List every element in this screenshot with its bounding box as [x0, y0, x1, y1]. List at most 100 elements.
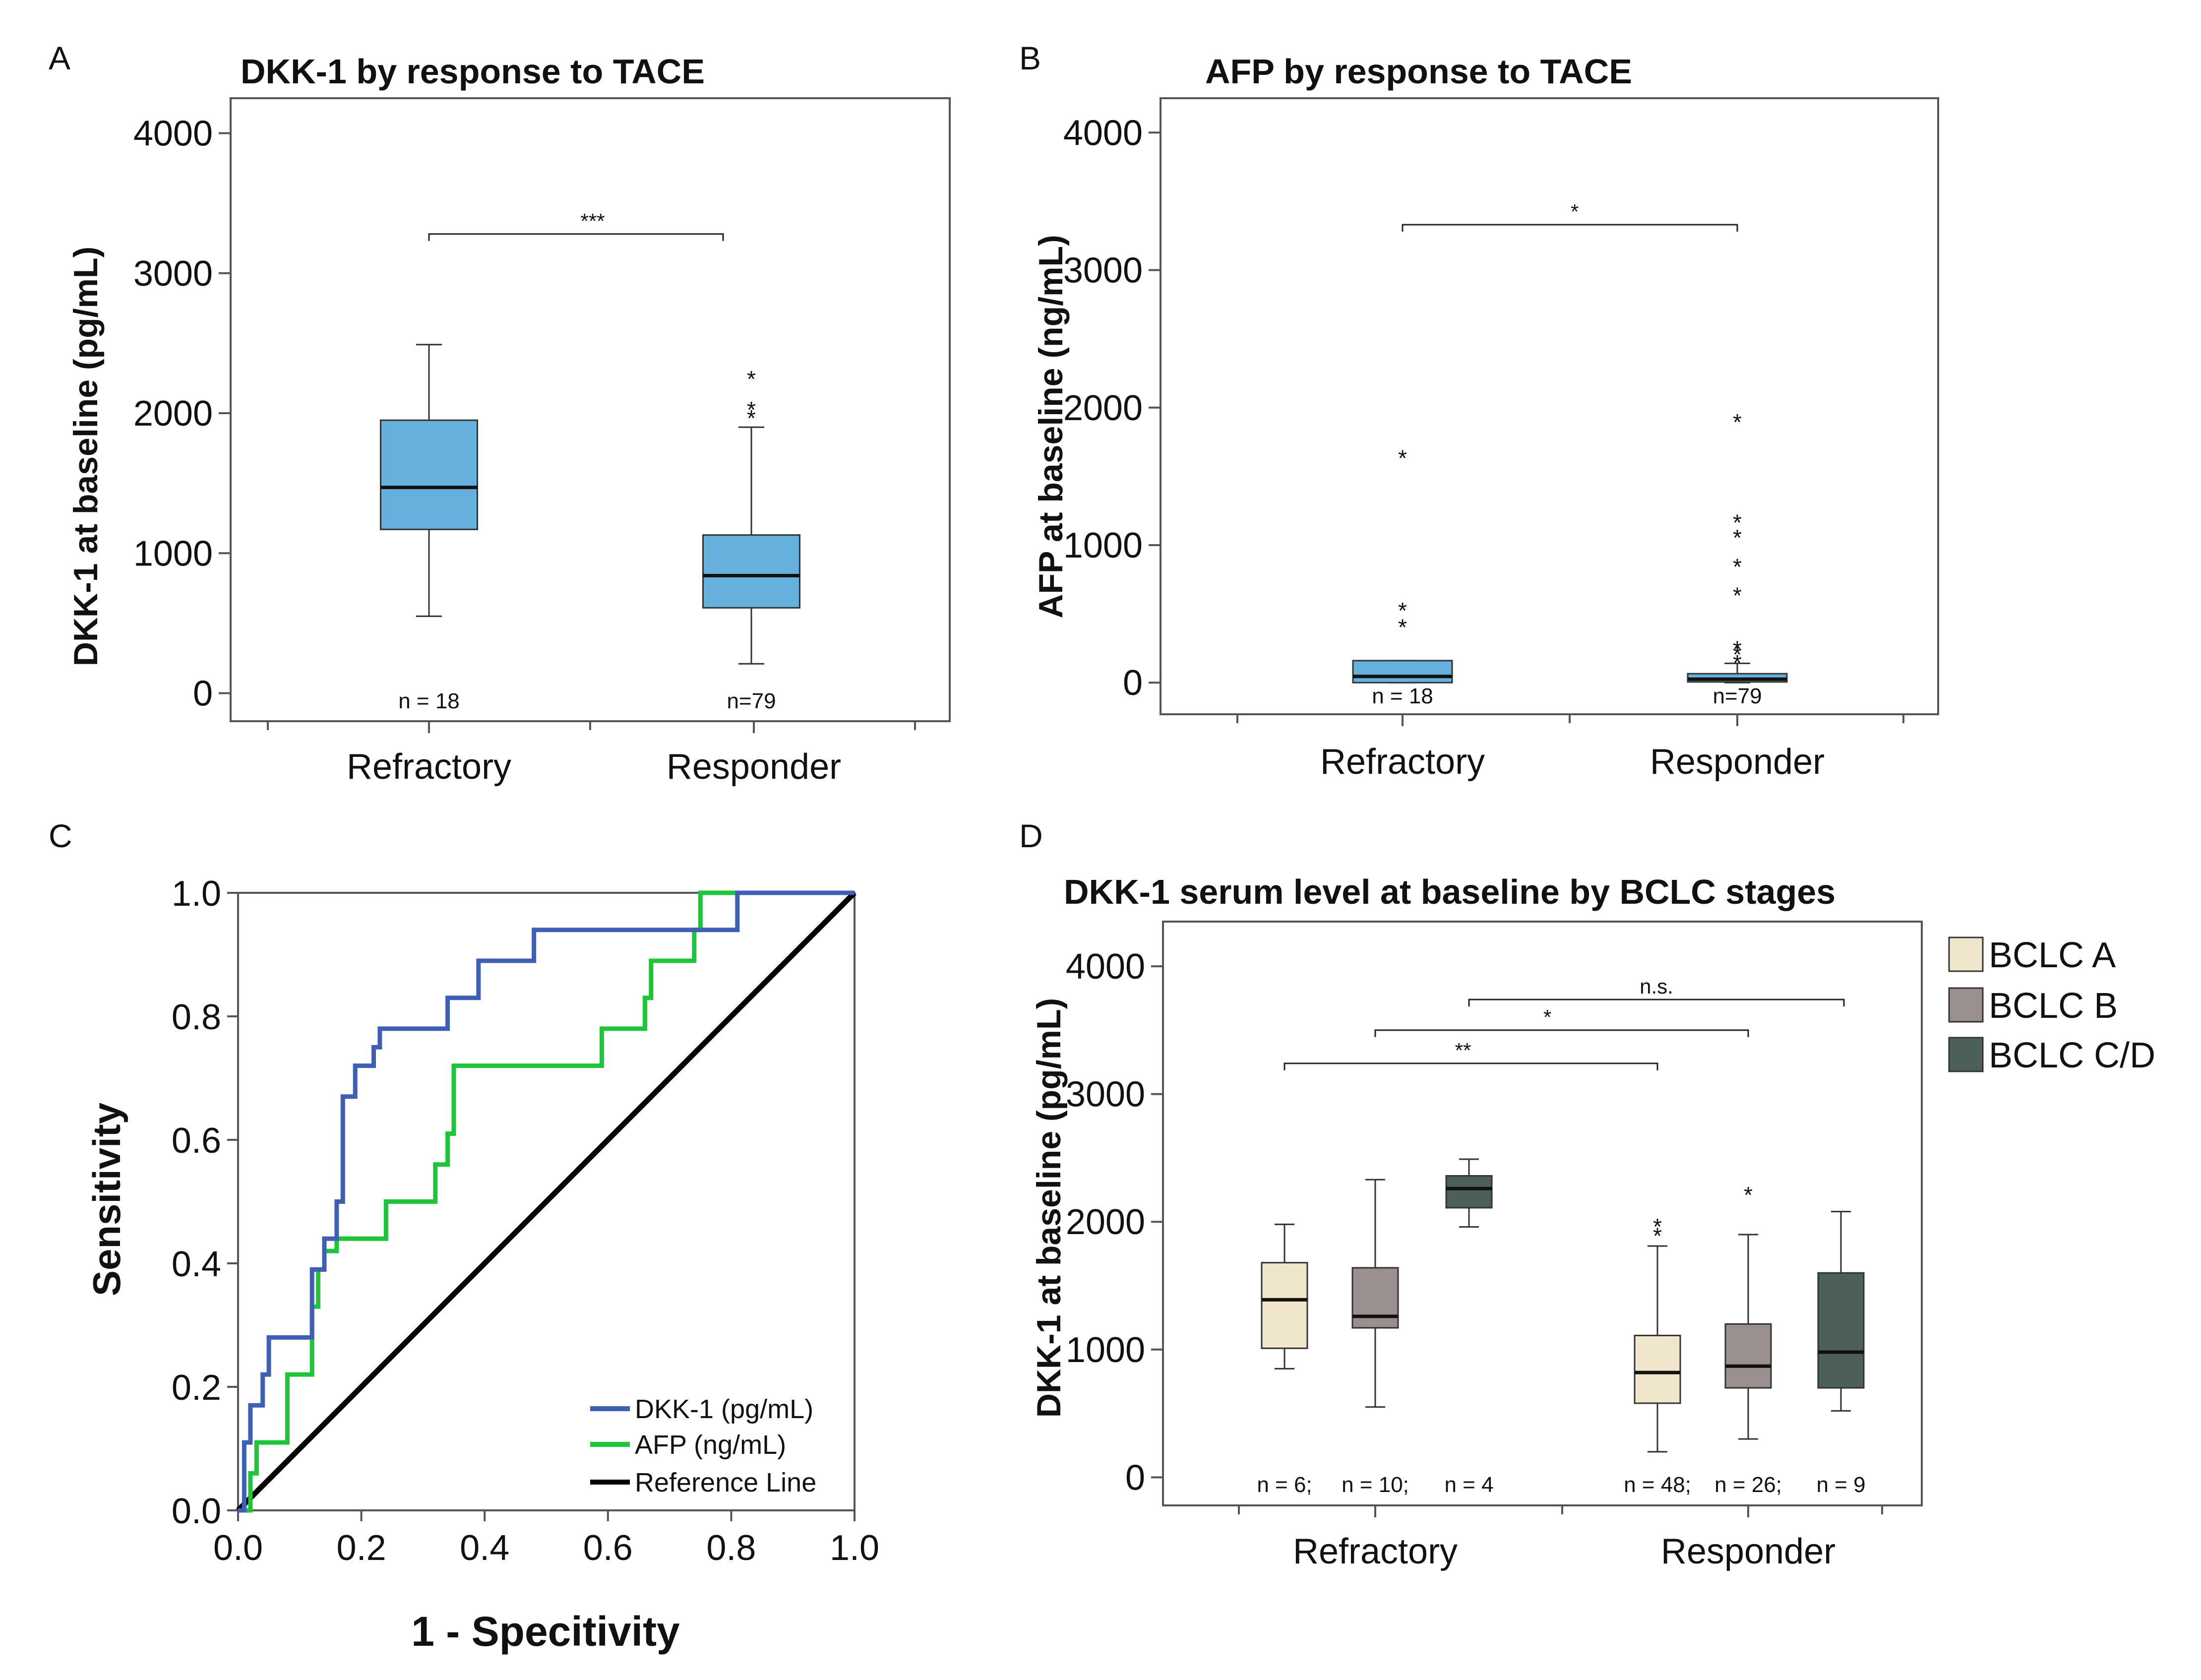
y-tick-label: 0.4	[172, 1244, 221, 1284]
significance-label: *	[1571, 200, 1579, 223]
x-tick-label: 0.6	[583, 1528, 633, 1568]
panel-d-boxes: n = 6; n = 10; n = 4**n = 48;*n = 26; n = 9	[1257, 1158, 1866, 1497]
significance-label: *	[1543, 1005, 1551, 1029]
panel-d-title: DKK-1 serum level at baseline by BCLC st…	[1064, 872, 1835, 911]
outlier-marker: *	[1744, 1182, 1753, 1208]
y-tick-label: 3000	[1063, 251, 1143, 291]
outlier-marker: *	[747, 366, 756, 392]
x-category-label: Refractory	[1293, 1532, 1458, 1571]
sample-size-label: n=79	[1712, 684, 1762, 708]
x-tick-label: 0.4	[460, 1528, 509, 1568]
outlier-marker: *	[1653, 1223, 1662, 1248]
panel-d: D DKK-1 serum level at baseline by BCLC …	[1019, 817, 2155, 1571]
x-tick-label: 0.0	[213, 1528, 263, 1568]
outlier-marker: *	[1733, 510, 1742, 536]
box-responder-bclccd: n = 9	[1816, 1211, 1866, 1497]
box-refractory-bclcb: n = 10;	[1342, 1179, 1409, 1497]
outlier-marker: *	[1733, 525, 1742, 551]
sample-size-label: n = 10;	[1342, 1473, 1409, 1497]
panel-d-y-ticks: 0 1000 2000 3000 4000	[1066, 947, 1163, 1497]
x-tick-label: 1.0	[830, 1528, 879, 1568]
y-tick-label: 0.0	[172, 1492, 221, 1531]
significance-bracket	[1468, 998, 1845, 1007]
y-tick-label: 1000	[1066, 1330, 1145, 1370]
panel-b-significance: *	[1402, 200, 1738, 232]
panel-c-x-axis-label: 1 - Specitivity	[411, 1608, 680, 1655]
panel-a-plot-frame	[230, 97, 951, 722]
y-tick-label: 2000	[1066, 1202, 1145, 1242]
significance-label: ***	[580, 209, 605, 233]
sample-size-label: n = 9	[1816, 1473, 1865, 1497]
y-tick-label: 4000	[133, 114, 213, 154]
outlier-marker: *	[1733, 554, 1742, 579]
box-refractory-bclca: n = 6;	[1257, 1223, 1312, 1497]
x-category-label: Refractory	[1320, 742, 1485, 782]
y-tick-label: 3000	[133, 254, 213, 294]
sample-size-label: n=79	[727, 689, 776, 713]
outlier-marker: *	[1733, 642, 1742, 668]
panel-b-y-ticks: 0 1000 2000 3000 4000	[1063, 113, 1161, 703]
panel-letter-c: C	[49, 817, 72, 854]
outlier-marker: *	[1733, 409, 1742, 435]
legend-label: BCLC A	[1989, 935, 2116, 975]
legend-label: Reference Line	[635, 1468, 816, 1497]
panel-d-y-axis-label: DKK-1 at baseline (pg/mL)	[1030, 998, 1068, 1418]
significance-bracket	[428, 233, 724, 241]
box-refractory: n = 18	[380, 344, 478, 713]
y-tick-label: 2000	[1063, 388, 1143, 428]
sample-size-label: n = 6;	[1257, 1473, 1312, 1497]
box-iqr	[1445, 1175, 1493, 1209]
sample-size-label: n = 18	[1372, 684, 1433, 708]
outlier-marker: *	[1733, 650, 1742, 676]
panel-letter-a: A	[49, 40, 70, 76]
box-iqr	[1724, 1323, 1772, 1389]
sample-size-label: n = 48;	[1624, 1473, 1691, 1497]
y-tick-label: 0	[193, 674, 213, 714]
y-tick-label: 3000	[1066, 1075, 1145, 1115]
x-tick-label: 0.2	[337, 1528, 386, 1568]
panel-b-title: AFP by response to TACE	[1205, 52, 1632, 91]
legend-label: AFP (ng/mL)	[635, 1430, 786, 1460]
x-category-label: Refractory	[347, 747, 511, 787]
legend-label: DKK-1 (pg/mL)	[635, 1394, 813, 1424]
y-tick-label: 0.8	[172, 997, 221, 1037]
panel-a-title: DKK-1 by response to TACE	[241, 52, 705, 91]
box-iqr	[1817, 1272, 1865, 1389]
box-responder-bclca: ** n = 48;	[1624, 1214, 1691, 1497]
panel-d-legend: BCLC A BCLC B BCLC C/D	[1948, 935, 2155, 1075]
panel-d-significance: n.s.***	[1284, 975, 1845, 1070]
reference-line	[236, 891, 856, 1512]
y-tick-label: 2000	[133, 394, 213, 434]
panel-c-ticks: 0.00.0 0.2 0.2 0.4 0.4 0.6 0.6 0.8 0.8 1.0 1.0	[172, 874, 879, 1568]
box-responder: ***n=79	[702, 366, 800, 713]
legend-label: BCLC C/D	[1989, 1036, 2155, 1075]
box-iqr	[1352, 660, 1453, 684]
panel-letter-b: B	[1019, 40, 1041, 76]
significance-bracket	[1374, 1029, 1749, 1037]
legend-swatch	[1948, 1037, 1984, 1072]
sample-size-label: n = 26;	[1714, 1473, 1782, 1497]
y-tick-label: 0	[1123, 663, 1143, 703]
panel-c-plot-frame	[237, 892, 856, 1511]
box-iqr	[1351, 1267, 1399, 1329]
panel-c-y-axis-label: Sensitivity	[85, 1103, 128, 1296]
box-iqr	[1634, 1334, 1681, 1404]
y-tick-label: 4000	[1063, 113, 1143, 153]
outlier-marker: *	[1733, 582, 1742, 608]
panel-a: A DKK-1 by response to TACE DKK-1 at bas…	[49, 40, 951, 787]
panel-a-y-ticks: 0 1000 2000 3000 4000	[133, 114, 231, 714]
significance-label: n.s.	[1640, 975, 1673, 998]
y-tick-label: 1000	[1063, 526, 1143, 565]
x-category-label: Responder	[1650, 742, 1825, 782]
legend-swatch	[1948, 987, 1984, 1023]
x-category-label: Responder	[1661, 1532, 1835, 1571]
panel-b-boxes: ***n = 18********n=79	[1352, 409, 1788, 708]
box-refractory: ***n = 18	[1352, 445, 1453, 708]
significance-label: **	[1455, 1039, 1471, 1062]
y-tick-label: 4000	[1066, 947, 1145, 987]
panel-a-boxes: n = 18***n=79	[380, 344, 800, 713]
outlier-marker: *	[1398, 614, 1407, 640]
legend-label: BCLC B	[1989, 986, 2118, 1026]
outlier-marker: *	[1733, 636, 1742, 662]
